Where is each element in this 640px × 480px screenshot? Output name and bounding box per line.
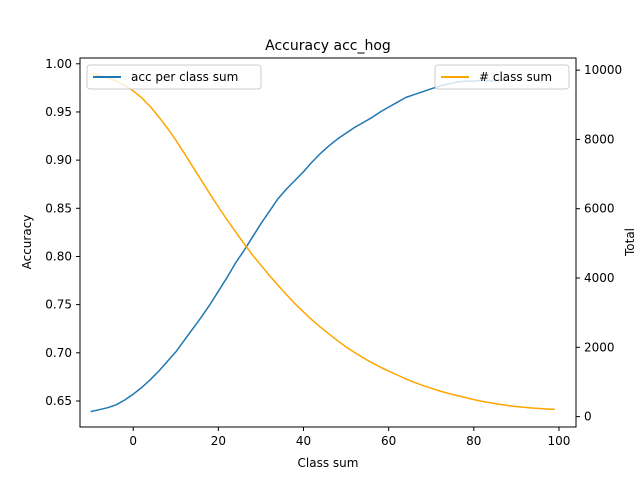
y-axis-left: 0.65 0.70 0.75 0.80 0.85 0.90 0.95 1.00 (45, 57, 80, 408)
legend-right-label: # class sum (479, 70, 552, 84)
legend-right-box (434, 64, 570, 90)
y-tick-label: 0.70 (45, 346, 72, 360)
y-axis-right: 0 2000 4000 6000 8000 10000 (576, 63, 622, 424)
series-line-1 (90, 72, 555, 411)
y-tick-label: 0.95 (45, 105, 72, 119)
y-tick-label: 0.80 (45, 249, 72, 263)
legend-right: # class sum (434, 64, 570, 90)
legend-left-label: acc per class sum (131, 70, 238, 84)
y-tick-label: 0.85 (45, 201, 72, 215)
x-tick-label: 20 (211, 434, 226, 448)
x-tick-label: 40 (296, 434, 311, 448)
x-tick-label: 80 (466, 434, 481, 448)
y-tick-label: 1.00 (45, 57, 72, 71)
y2-tick-label: 6000 (584, 202, 615, 216)
legend-left-box (86, 64, 262, 90)
y-tick-label: 0.90 (45, 153, 72, 167)
chart-title: Accuracy acc_hog (265, 38, 391, 54)
y-tick-label: 0.65 (45, 394, 72, 408)
legend-left: acc per class sum (86, 64, 262, 90)
y2-axis-label: Total (623, 228, 637, 257)
y2-tick-label: 10000 (584, 63, 622, 77)
y2-tick-label: 0 (584, 410, 592, 424)
x-tick-label: 100 (548, 434, 571, 448)
y-axis-label: Accuracy (20, 215, 34, 270)
plot-frame (79, 57, 577, 428)
x-tick-label: 60 (381, 434, 396, 448)
x-axis: 0 20 40 60 80 100 (129, 427, 570, 448)
y2-tick-label: 4000 (584, 271, 615, 285)
x-axis-label: Class sum (298, 456, 359, 470)
x-tick-label: 0 (129, 434, 137, 448)
y-tick-label: 0.75 (45, 298, 72, 312)
y2-tick-label: 2000 (584, 340, 615, 354)
y2-tick-label: 8000 (584, 132, 615, 146)
